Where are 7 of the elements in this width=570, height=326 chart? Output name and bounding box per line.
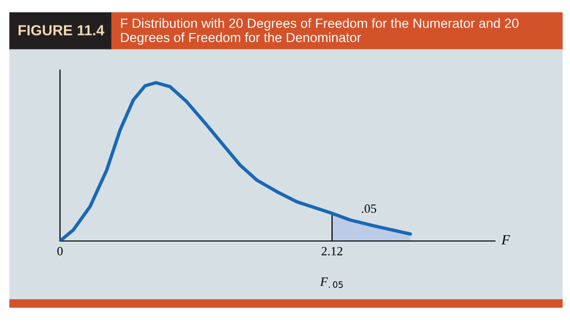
ref-line-label: F$_{.05}$ — [320, 278, 343, 288]
chart-title: FIGURE 11.4 — [18, 25, 104, 36]
x-tick-label: 0 — [57, 246, 63, 256]
chart-subtitle: F Distribution with 20 Degrees of Freedom for the Numerator and 20 Degrees of Freedom for the Denominator — [121, 18, 518, 45]
annotation: .05 — [362, 204, 376, 213]
x-tick-label: 2.12 — [322, 246, 342, 256]
x-axis-title: F — [501, 235, 510, 244]
